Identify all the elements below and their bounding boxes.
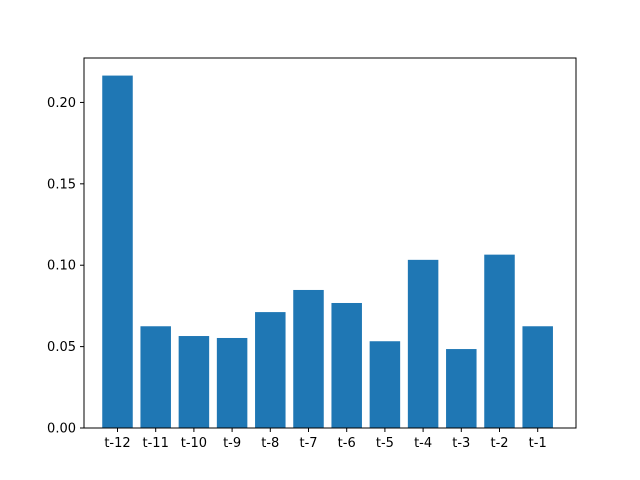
x-axis: t-12 t-11 t-10 t-9 t-8 t-7 t-6 t-5 t-4 t-3 t-2 t-1: [104, 428, 547, 451]
x-tick-label: t-12: [104, 436, 130, 451]
bar-t-5: [369, 341, 401, 428]
x-tick-label: t-2: [490, 436, 508, 451]
bar-t-9: [216, 337, 248, 428]
y-tick-label: 0.10: [47, 259, 76, 274]
y-tick-label: 0.05: [47, 340, 76, 355]
bar-t-11: [140, 326, 171, 428]
x-tick-label: t-9: [223, 436, 241, 451]
plot-frame: [83, 57, 577, 429]
bar-t-12: [102, 75, 133, 428]
x-tick-label: t-8: [261, 436, 279, 451]
bar-t-3: [446, 349, 477, 428]
bar-t-8: [255, 312, 286, 428]
y-tick-label: 0.00: [47, 422, 76, 437]
bar-t-4: [407, 259, 439, 428]
x-tick-label: t-11: [143, 436, 169, 451]
bars-group: [102, 75, 553, 428]
x-tick-label: t-10: [181, 436, 207, 451]
x-tick-label: t-5: [376, 436, 394, 451]
bar-t-6: [331, 302, 362, 428]
x-tick-label: t-1: [529, 436, 547, 451]
y-tick-label: 0.20: [47, 96, 76, 111]
bar-t-2: [484, 254, 515, 428]
x-tick-label: t-3: [452, 436, 470, 451]
y-axis: 0.00 0.05 0.10 0.15 0.20: [47, 96, 84, 437]
x-tick-label: t-4: [414, 436, 432, 451]
bar-t-10: [178, 336, 210, 428]
bar-t-7: [293, 289, 324, 428]
bar-t-1: [522, 326, 553, 428]
x-tick-label: t-7: [299, 436, 317, 451]
y-tick-label: 0.15: [47, 177, 76, 192]
x-tick-label: t-6: [338, 436, 356, 451]
